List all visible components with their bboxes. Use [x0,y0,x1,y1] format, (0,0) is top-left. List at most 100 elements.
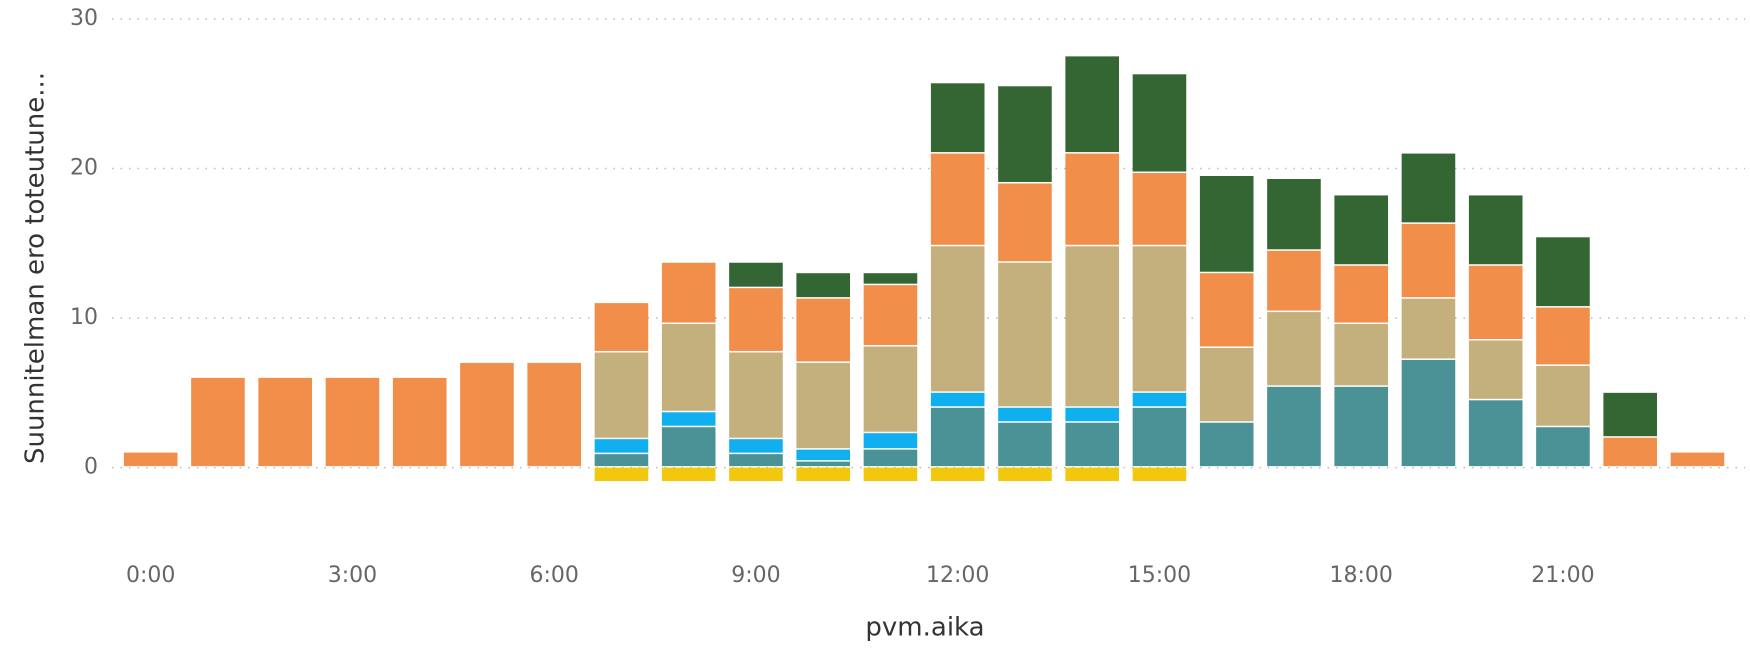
bar-segment [796,298,850,362]
bar-segment [998,262,1052,407]
bar-segment [998,86,1052,182]
bar-segment [392,377,447,467]
y-axis-title: Suunnitelman ero toteutune... [21,72,51,464]
bar-segment [594,352,649,438]
bar-segment [863,433,918,449]
bar-segment [460,362,514,467]
bar-segment [863,273,918,284]
bar-segment [325,377,380,467]
bar-segment [1536,427,1590,467]
bar-segment [998,422,1052,467]
x-tick-label: 21:00 [1531,563,1594,588]
bar-segment [1199,176,1254,272]
bar-segment [1334,386,1388,467]
bar-segment [930,392,985,407]
y-tick-label: 10 [70,305,98,330]
bar-segment [661,324,716,411]
bar-segment [863,346,918,432]
bar-segment [1536,365,1590,426]
bar-segment [258,377,312,467]
bar-segment [1065,422,1119,467]
bar-segment [1132,74,1187,172]
bar-segment [1065,407,1119,422]
bar-segment [1603,437,1657,467]
bar-segment [1468,400,1523,467]
y-tick-label: 20 [70,156,98,181]
x-tick-label: 0:00 [126,563,175,588]
x-tick-label: 12:00 [926,563,989,588]
bar-segment [1536,307,1590,365]
bar-segment [1401,359,1456,467]
bar-segment [594,467,649,482]
bar-segment [1132,407,1187,467]
bar-segment [1199,347,1254,422]
bar-segment [1468,265,1523,339]
bar-segment [661,467,716,482]
bar-segment [930,83,985,153]
bar-segment [1401,223,1456,298]
bar-segment [729,454,783,467]
bar-segment [1468,340,1523,399]
y-tick-label: 0 [84,455,98,480]
bar-segment [1536,237,1590,307]
bar-segment [661,412,716,426]
bar-segment [1132,392,1187,407]
bar-segment [930,246,985,392]
bar-segment [1199,422,1254,467]
x-tick-label: 9:00 [731,563,780,588]
bar-segment [930,407,985,467]
bar-segment [1267,312,1321,386]
bar-segment [594,454,649,467]
bar-segment [729,262,783,287]
bar-segment [1132,173,1187,245]
bar-segment [1065,467,1119,482]
bar-segment [1065,153,1119,245]
bar-segment [1065,246,1119,407]
bar-segment [729,288,783,351]
bar-segment [1401,153,1456,223]
bar-segment [1401,298,1456,359]
bar-segment [998,467,1052,482]
x-tick-label: 18:00 [1329,563,1392,588]
bar-segment [1267,250,1321,311]
bar-segment [930,153,985,245]
y-tick-label: 30 [70,6,98,31]
bar-segment [1334,195,1388,265]
bar-segment [729,467,783,482]
bar-segment [796,362,850,449]
bar-segment [1065,56,1119,153]
bar-segment [661,262,716,323]
bar-segment [796,467,850,482]
bar-segment [998,183,1052,262]
bar-segment [863,467,918,482]
x-tick-label: 3:00 [328,563,377,588]
bar-segment [1267,179,1321,250]
bar-segment [1670,452,1725,467]
bar-segment [1334,324,1388,386]
bar-segment [1132,246,1187,392]
bar-segment [527,362,581,467]
bar-segment [1267,386,1321,467]
bar-segment [123,452,178,467]
bar-segment [729,439,783,453]
bar-segment [796,273,850,298]
bar-segment [863,449,918,467]
bar-segment [1334,265,1388,323]
bar-segment [796,449,850,461]
x-axis-title: pvm.aika [865,613,984,643]
bar-segment [594,439,649,453]
x-tick-label: 6:00 [529,563,578,588]
bar-segment [729,352,783,438]
bar-segment [796,461,850,467]
bar-segment [191,377,245,467]
bar-segment [998,407,1052,422]
bar-segment [930,467,985,482]
bar-segment [863,285,918,345]
bar-segment [594,303,649,351]
x-tick-label: 15:00 [1128,563,1191,588]
bar-segment [1199,273,1254,347]
bar-segment [661,427,716,467]
bar-segment [1468,195,1523,265]
bar-segment [1132,467,1187,482]
